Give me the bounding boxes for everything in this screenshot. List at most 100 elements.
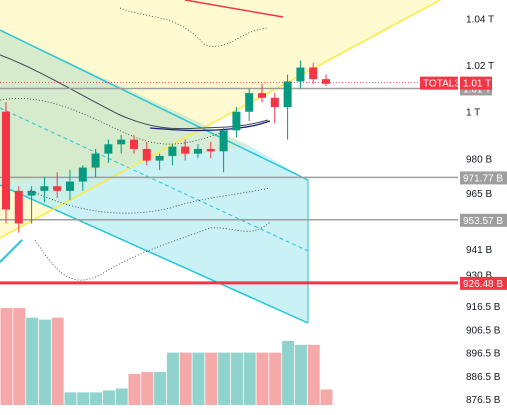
candle-body	[322, 79, 330, 84]
candle[interactable]	[40, 176, 49, 203]
volume-bar	[102, 390, 115, 405]
last-price-box	[460, 76, 492, 90]
candle[interactable]	[296, 60, 305, 89]
candle[interactable]	[309, 62, 318, 84]
volume-bar	[128, 373, 141, 405]
candle[interactable]	[322, 74, 330, 87]
candle[interactable]	[181, 139, 190, 161]
candle[interactable]	[258, 83, 266, 103]
axis-tick-label: 1 T	[466, 108, 480, 119]
candle-body	[14, 190, 23, 224]
volume-bar	[13, 308, 26, 405]
candle[interactable]	[283, 74, 292, 140]
moving-average-navy	[149, 120, 271, 132]
volume-bar	[269, 352, 282, 405]
candle[interactable]	[194, 144, 202, 159]
candle-body	[66, 181, 74, 191]
candle[interactable]	[270, 93, 279, 124]
volume-bar	[38, 319, 51, 405]
candle[interactable]	[91, 148, 100, 177]
volume-bar	[90, 392, 103, 405]
trend-stub-line	[0, 239, 23, 263]
level-label-text: 1.01 T	[463, 84, 491, 95]
envelope-lower-dotted	[34, 221, 271, 281]
candle[interactable]	[245, 88, 254, 122]
candle[interactable]	[53, 172, 62, 198]
volume-bar	[282, 340, 295, 405]
series-label: TOTAL3	[423, 79, 460, 90]
last-price-label: 1.01 T	[463, 79, 491, 90]
axis-tick-label: 876.5 B	[466, 395, 501, 406]
candle-body	[117, 139, 126, 145]
axis-tick-label: 896.5 B	[466, 349, 501, 360]
volume-bar	[218, 352, 231, 405]
series-label-box	[420, 76, 458, 90]
candle[interactable]	[142, 141, 151, 166]
candle[interactable]	[168, 144, 177, 166]
volume-bar	[64, 392, 77, 405]
candle-body	[245, 93, 254, 112]
channel-zone-green	[0, 30, 250, 185]
candle-body	[130, 139, 138, 149]
candle[interactable]	[66, 169, 74, 201]
channel-lower-line	[0, 184, 309, 324]
candle-body	[104, 144, 113, 154]
level-label-box	[460, 276, 507, 290]
volume-bar	[243, 352, 256, 405]
axis-tick-label: 930 B	[466, 271, 492, 282]
volume-bars	[0, 308, 333, 405]
candlesticks	[2, 60, 330, 233]
candle[interactable]	[14, 186, 23, 233]
candle-body	[53, 186, 62, 191]
envelope-upper-dotted	[119, 7, 269, 47]
volume-bar	[205, 352, 218, 405]
candle-body	[155, 155, 164, 161]
candle[interactable]	[27, 186, 36, 224]
axis-tick-label: 1.02 T	[466, 61, 494, 72]
candle-body	[232, 111, 241, 131]
candle-body	[270, 97, 279, 108]
axis-labels: 1.01 T 971.77 B 953.57 B 926.48 B TOTAL3 1.01…	[420, 76, 507, 290]
axis-tick-label: 886.5 B	[466, 372, 501, 383]
candle[interactable]	[130, 135, 138, 154]
candle-body	[27, 190, 36, 196]
candle-body	[168, 146, 177, 156]
volume-bar	[26, 317, 39, 405]
volume-bar	[230, 352, 243, 405]
candle[interactable]	[232, 107, 241, 138]
volume-bar	[294, 344, 307, 405]
candle[interactable]	[206, 141, 215, 159]
axis-tick-label: 941 B	[466, 245, 492, 256]
candle-body	[142, 148, 151, 161]
volume-bar	[77, 392, 90, 405]
level-label-text: 971.77 B	[463, 173, 503, 184]
candle[interactable]	[104, 139, 113, 163]
channel-mid-line	[0, 107, 309, 252]
moving-average-dark	[0, 54, 269, 130]
candle[interactable]	[2, 102, 10, 224]
candle[interactable]	[155, 153, 164, 170]
yellow-trendline	[0, 0, 441, 239]
level-label-box	[460, 171, 507, 185]
axis-tick-label: 980 B	[466, 154, 492, 165]
candle-body	[258, 93, 266, 98]
candle[interactable]	[219, 128, 228, 173]
axis-tick-label: 1.04 T	[466, 15, 494, 26]
axis-tick-label: 965 B	[466, 189, 492, 200]
price-levels	[0, 82, 458, 285]
price-axis[interactable]: 1.04 T 1.02 T 1 T 980 B 965 B 941 B 930 B 916.5…	[466, 15, 501, 407]
volume-bar	[320, 389, 333, 405]
axis-tick-label: 916.5 B	[466, 302, 501, 313]
candle[interactable]	[78, 165, 87, 191]
volume-bar	[256, 352, 269, 405]
volume-bar	[115, 388, 128, 405]
level-label-box	[460, 213, 507, 227]
volume-bar	[307, 344, 320, 405]
candle-body	[206, 148, 215, 152]
envelope-left-dotted	[0, 98, 231, 145]
candle[interactable]	[117, 135, 126, 154]
candle-body	[309, 67, 318, 80]
volume-bar	[154, 372, 167, 405]
channel-zone-blue	[0, 146, 308, 323]
